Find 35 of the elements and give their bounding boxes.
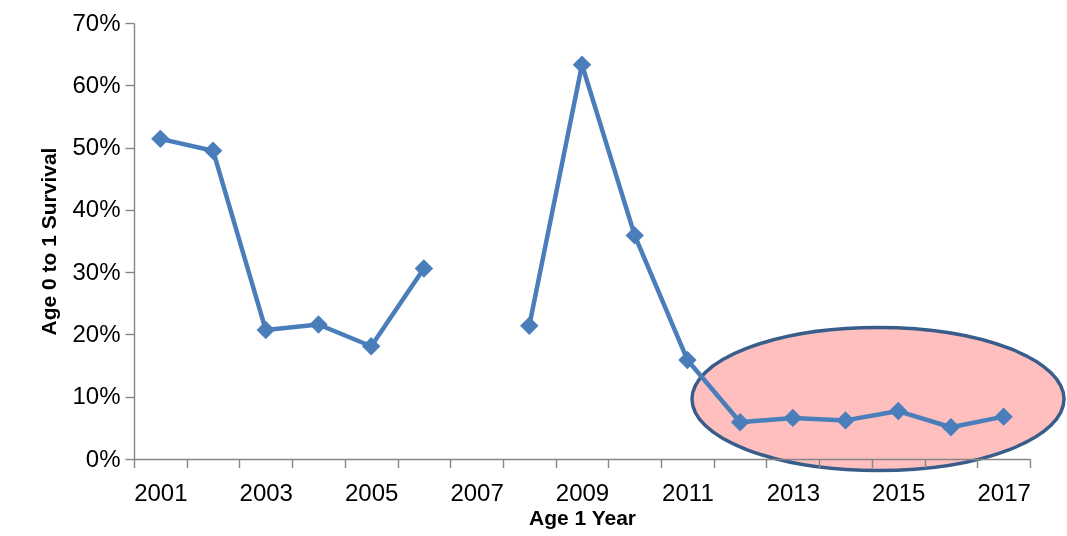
point — [678, 350, 697, 370]
point — [414, 259, 434, 278]
x-tick-label: 2013 — [766, 479, 821, 506]
point — [151, 129, 170, 149]
point — [836, 411, 855, 430]
y-axis-title: Age 0 to 1 Survival — [37, 147, 61, 336]
point — [203, 141, 223, 160]
x-axis-title: Age 1 Year — [528, 506, 637, 529]
x-tick-label: 2005 — [344, 479, 399, 506]
y-tick-label: 60% — [72, 70, 121, 98]
point — [941, 418, 961, 437]
y-tick-label: 0% — [85, 444, 121, 472]
point — [256, 320, 275, 340]
point — [889, 401, 908, 421]
x-tick-label: 2017 — [977, 479, 1031, 506]
x-tick-label: 2011 — [662, 479, 714, 506]
point — [520, 316, 539, 335]
y-tick-label: 50% — [72, 133, 121, 161]
x-tick-label: 2009 — [555, 479, 610, 506]
y-tick-label: 20% — [72, 319, 121, 347]
y-tick-label: 40% — [72, 195, 121, 223]
point — [625, 226, 644, 245]
point — [572, 55, 592, 74]
y-tick-label: 30% — [72, 257, 121, 285]
point — [361, 337, 381, 356]
point — [730, 413, 750, 432]
x-tick-label: 2007 — [450, 479, 504, 506]
y-tick-label: 10% — [72, 382, 121, 410]
x-tick-label: 2015 — [872, 479, 926, 506]
point — [309, 315, 328, 334]
y-tick-label: 70% — [72, 8, 121, 36]
x-tick-label: 2001 — [134, 479, 188, 506]
point — [783, 408, 803, 428]
point — [994, 407, 1013, 426]
x-tick-label: 2003 — [239, 479, 293, 506]
